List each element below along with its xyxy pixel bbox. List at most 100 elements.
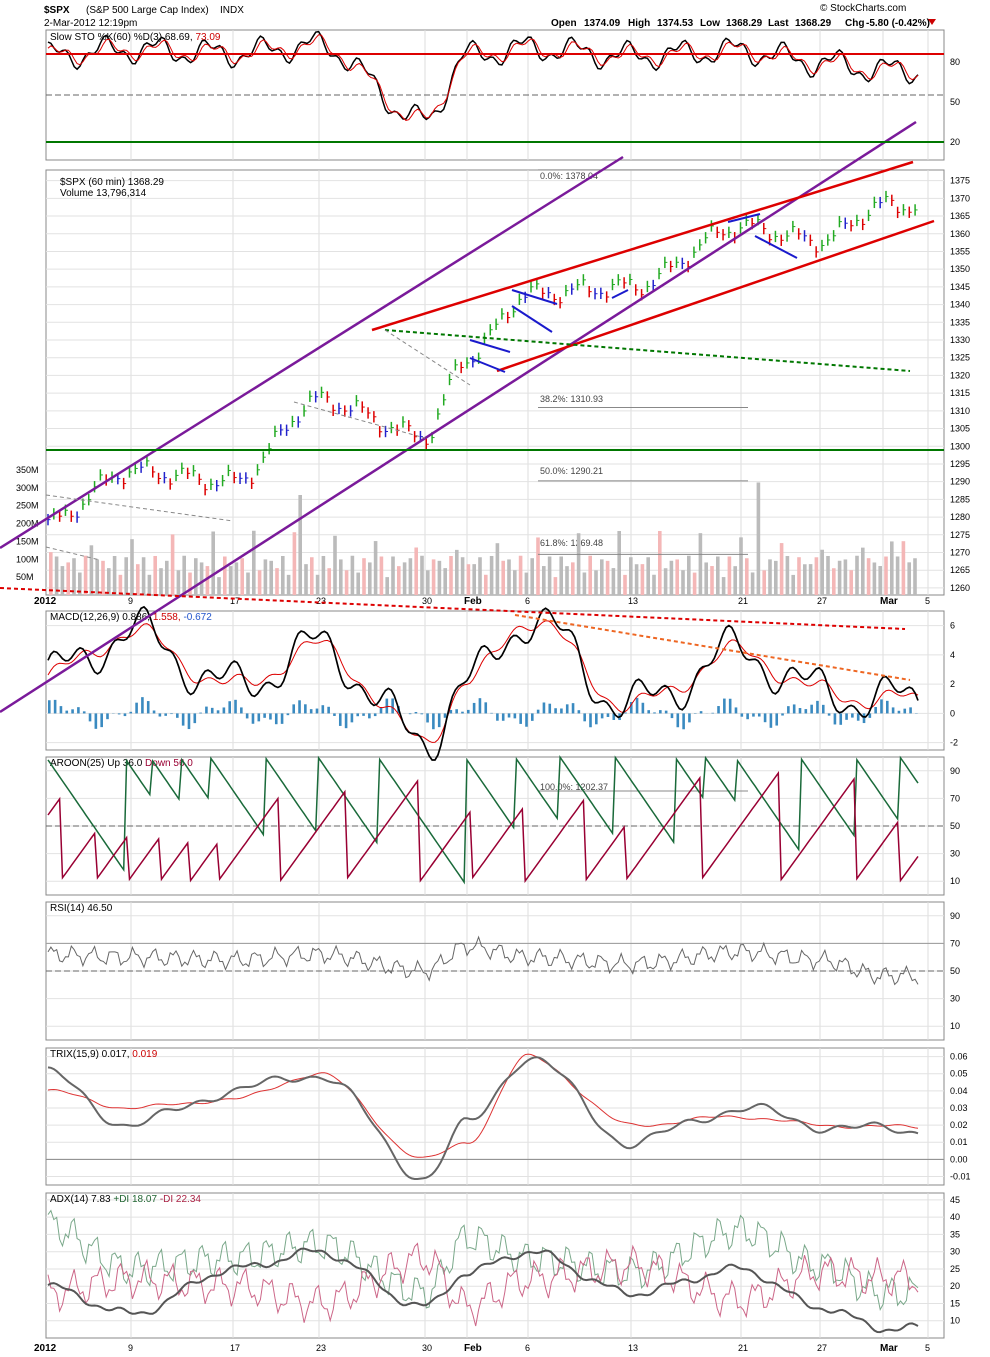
macd-hist-bar <box>158 713 162 717</box>
volume-bar <box>623 574 627 595</box>
macd-hist-bar <box>583 713 586 722</box>
price-tick: 1360 <box>950 229 970 239</box>
date-axis-bottom: 2012 9 17 23 30 Feb 6 13 21 27 Mar 5 <box>34 1343 930 1354</box>
adx-ticks: 45 40 35 30 25 20 15 10 <box>950 1195 960 1326</box>
volume-bar <box>675 559 679 595</box>
price-tick: 1300 <box>950 441 970 451</box>
macd-hist-bar <box>391 698 394 714</box>
macd-hist-bar <box>525 713 528 727</box>
macd-hist-bar <box>833 713 837 725</box>
price-tick: 1375 <box>950 176 970 186</box>
index-name: (S&P 500 Large Cap Index) <box>86 5 209 16</box>
volume-bar <box>472 564 476 595</box>
open-value: 1374.09 <box>584 18 621 29</box>
volume-bar <box>484 574 488 595</box>
macd-hist-bar <box>170 713 173 715</box>
flag-line <box>511 289 558 305</box>
volume-bar <box>866 558 871 595</box>
volume-bar <box>95 559 99 595</box>
volume-bar <box>518 555 523 595</box>
volume-bar <box>211 531 215 595</box>
macd-hist-bar <box>839 713 843 725</box>
volume-bar <box>849 570 853 595</box>
macd-hist-bar <box>88 713 92 722</box>
price-tick: 1315 <box>950 388 970 398</box>
aroon-tick: 30 <box>950 849 960 859</box>
volume-bar <box>913 558 917 595</box>
macd-tick: 2 <box>950 679 955 689</box>
macd-hist-bar <box>71 709 74 714</box>
volume-bar <box>460 557 465 595</box>
volume-bar <box>188 572 192 595</box>
macd-hist-bar <box>94 713 98 729</box>
panel-frame-macd <box>45 610 945 751</box>
sto-d-line <box>47 34 919 121</box>
macd-line <box>47 605 919 761</box>
volume-tick: 50M <box>16 572 34 582</box>
volume-bar <box>310 557 314 595</box>
volume-bar <box>843 559 848 595</box>
volume-bar <box>884 556 888 595</box>
date-axis-bottom-label: 30 <box>422 1343 432 1353</box>
flag-line <box>511 305 553 333</box>
volume-bar <box>820 549 824 595</box>
high-label: High <box>628 18 650 29</box>
macd-hist-bar <box>670 713 674 719</box>
volume-bar <box>431 559 436 595</box>
last-label: Last <box>768 18 789 29</box>
macd-hist-bar <box>466 709 470 714</box>
macd-hist-bar <box>315 708 319 714</box>
date-axis-top-label: 30 <box>422 596 432 606</box>
date-axis-bottom-label: Mar <box>880 1343 898 1354</box>
volume-bar <box>698 533 703 595</box>
price-tick: 1355 <box>950 246 970 256</box>
volume-bar <box>750 572 755 595</box>
macd-hist-bar <box>891 707 895 714</box>
macd-hist-bar <box>222 707 226 714</box>
macd-hist-bar <box>606 713 610 717</box>
volume-bar <box>640 564 645 595</box>
rsi-tick: 10 <box>950 1021 960 1031</box>
macd-hist-bar <box>350 713 354 723</box>
date-axis-bottom-label: 13 <box>628 1343 638 1353</box>
macd-hist-bar <box>513 713 517 719</box>
macd-title: MACD(12,26,9) 0.886, 1.558, -0.672 <box>50 612 212 623</box>
volume-bar <box>629 557 633 595</box>
last-value: 1368.29 <box>795 18 832 29</box>
volume-bar <box>49 552 53 595</box>
chg-label: Chg <box>845 18 864 29</box>
date-axis-bottom-label: 2012 <box>34 1343 57 1354</box>
volume-bar <box>658 530 662 595</box>
adx-tick: 20 <box>950 1281 960 1291</box>
macd-hist-bar <box>734 707 738 714</box>
macd-hist-bar <box>589 713 592 728</box>
volume-bar <box>72 558 76 595</box>
trix-tick: 0.05 <box>950 1069 968 1079</box>
macd-hist-bar <box>757 713 761 717</box>
macd-hist-bar <box>437 713 441 728</box>
volume-bar <box>107 568 111 595</box>
volume-bar <box>420 555 424 595</box>
macd-hist-bar <box>554 708 557 714</box>
date-axis-top-label: 6 <box>525 596 530 606</box>
sto-tick-80: 80 <box>950 57 960 67</box>
macd-hist-bar <box>868 713 872 718</box>
volume-bar <box>194 558 198 595</box>
macd-hist-bar <box>682 713 685 730</box>
volume-bar <box>286 574 291 595</box>
macd-signal-line <box>47 620 919 743</box>
volume-bar <box>826 555 830 595</box>
rsi-tick: 50 <box>950 966 960 976</box>
macd-hist-bar <box>455 709 458 714</box>
trix-line <box>47 1056 919 1180</box>
aroon-fib-label: 100.0%: 1202.37 <box>540 782 608 792</box>
macd-hist-bar <box>792 704 796 714</box>
macd-hist-bar <box>187 713 191 730</box>
volume-bar <box>895 556 900 595</box>
macd-hist-bar <box>577 710 581 714</box>
macd-tick: 6 <box>950 621 955 631</box>
macd-hist-bar <box>449 709 453 714</box>
macd-hist-bar <box>205 706 208 714</box>
adx-tick: 45 <box>950 1195 960 1205</box>
